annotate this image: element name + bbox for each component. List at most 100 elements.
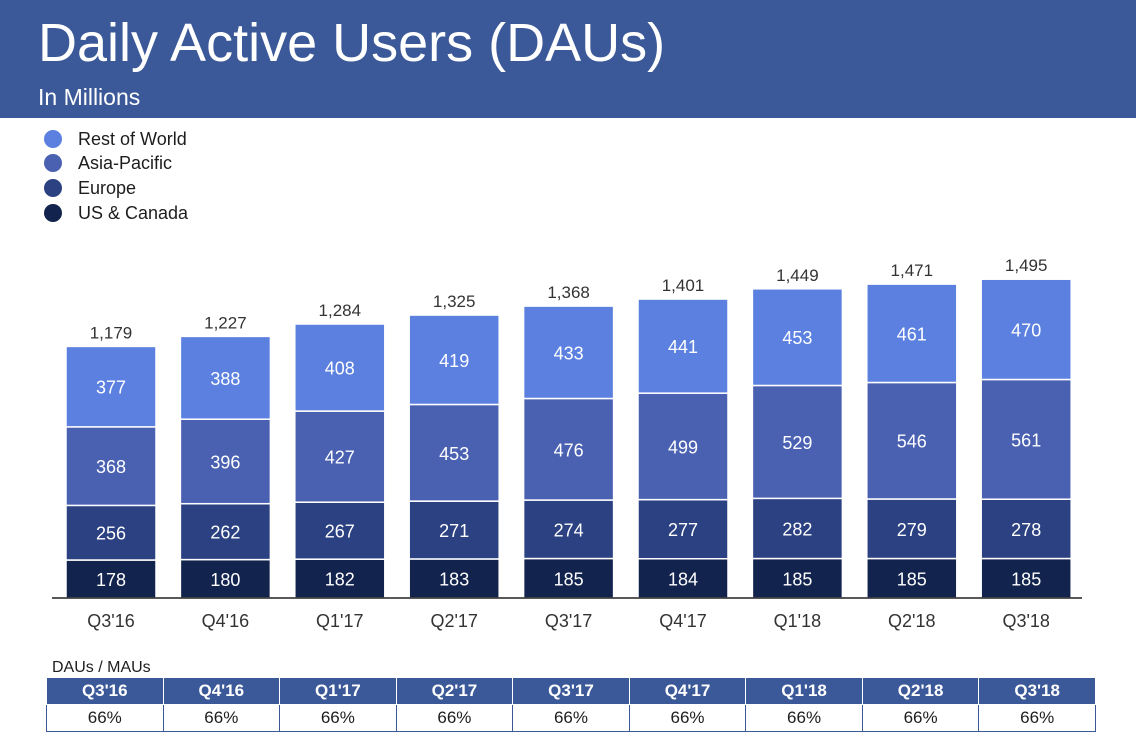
bar-segment-rest-of-world <box>751 288 844 387</box>
x-tick-label: Q2'18 <box>888 611 935 631</box>
ratio-col-header: Q3'16 <box>46 677 164 705</box>
segment-value-label: 388 <box>210 369 240 389</box>
segment-value-label: 546 <box>897 432 927 452</box>
bar-segment-asia-pacific <box>522 397 615 501</box>
ratio-value-cell: 66% <box>46 704 164 732</box>
bar-segment-asia-pacific <box>179 418 272 505</box>
ratio-table-values-row: 66% 66% 66% 66% 66% 66% 66% 66% 66% <box>46 704 1096 732</box>
segment-value-label: 178 <box>96 570 126 590</box>
ratio-col-header: Q3'17 <box>512 677 630 705</box>
segment-value-label: 396 <box>210 452 240 472</box>
legend-dot-asia-pacific <box>44 154 62 172</box>
x-tick-label: Q1'18 <box>774 611 821 631</box>
segment-value-label: 499 <box>668 437 698 457</box>
header-banner: Daily Active Users (DAUs) In Millions <box>0 0 1136 118</box>
ratio-value-cell: 66% <box>512 704 630 732</box>
segment-value-label: 476 <box>554 440 584 460</box>
ratio-value-cell: 66% <box>279 704 397 732</box>
x-tick-label: Q3'16 <box>87 611 134 631</box>
bar-segment-europe <box>408 500 500 560</box>
ratio-col-header: Q1'17 <box>279 677 397 705</box>
dau-mau-ratio-table: Q3'16 Q4'16 Q1'17 Q2'17 Q3'17 Q4'17 Q1'1… <box>46 677 1096 732</box>
legend-label-europe: Europe <box>78 178 137 198</box>
x-tick-label: Q4'17 <box>659 611 706 631</box>
ratio-value-cell: 66% <box>395 704 514 732</box>
bar-segment-europe <box>866 498 958 560</box>
segment-value-label: 277 <box>668 520 698 540</box>
x-tick-label: Q1'17 <box>316 611 363 631</box>
bar-segment-us-canada <box>637 557 729 599</box>
page-subtitle: In Millions <box>38 84 141 110</box>
bar-segment-rest-of-world <box>866 283 958 384</box>
segment-value-label: 185 <box>554 569 584 589</box>
x-tick-label: Q3'18 <box>1002 611 1049 631</box>
bar-segment-us-canada <box>751 557 844 599</box>
segment-value-label: 185 <box>897 569 927 589</box>
segment-value-label: 185 <box>782 569 812 589</box>
ratio-col-header: Q2'18 <box>861 677 980 705</box>
bar-segment-asia-pacific <box>751 384 844 500</box>
bar-total-label: 1,179 <box>90 323 133 342</box>
bar-segment-europe <box>637 498 729 560</box>
ratio-value-cell: 66% <box>745 704 863 732</box>
segment-value-label: 419 <box>439 351 469 371</box>
segment-value-label: 182 <box>325 570 355 590</box>
bar-segment-rest-of-world <box>408 314 500 406</box>
segment-value-label: 282 <box>782 519 812 539</box>
segment-value-label: 427 <box>325 448 355 468</box>
legend-label-us-canada: US & Canada <box>78 203 189 223</box>
bar-segment-rest-of-world <box>294 323 386 412</box>
ratio-col-header: Q2'17 <box>395 677 514 705</box>
bar-segment-rest-of-world <box>179 335 272 420</box>
legend-dot-rest-of-world <box>44 130 62 148</box>
legend-dot-us-canada <box>44 204 62 222</box>
bar-segment-asia-pacific <box>408 403 500 502</box>
segment-value-label: 453 <box>439 444 469 464</box>
bar-segment-europe <box>980 498 1072 560</box>
segment-value-label: 441 <box>668 337 698 357</box>
bar-total-label: 1,471 <box>891 261 934 280</box>
segment-value-label: 433 <box>554 343 584 363</box>
bar-total-label: 1,495 <box>1005 256 1048 275</box>
segment-value-label: 368 <box>96 457 126 477</box>
segment-value-label: 453 <box>782 328 812 348</box>
bar-total-label: 1,368 <box>547 283 590 302</box>
segment-value-label: 470 <box>1011 320 1041 340</box>
ratio-value-cell: 66% <box>978 704 1096 732</box>
bar-segment-us-canada <box>522 557 615 599</box>
ratio-col-header: Q4'16 <box>162 677 281 705</box>
legend-label-asia-pacific: Asia-Pacific <box>78 153 173 173</box>
bar-segment-europe <box>522 499 615 560</box>
segment-value-label: 180 <box>210 570 240 590</box>
bar-segment-rest-of-world <box>65 345 157 428</box>
bar-total-label: 1,284 <box>319 301 362 320</box>
segment-value-label: 461 <box>897 324 927 344</box>
x-tick-label: Q3'17 <box>545 611 592 631</box>
ratio-col-header: Q4'17 <box>628 677 747 705</box>
ratio-table-header-row: Q3'16 Q4'16 Q1'17 Q2'17 Q3'17 Q4'17 Q1'1… <box>46 677 1096 705</box>
x-tick-label: Q2'17 <box>430 611 477 631</box>
x-tick-label: Q4'16 <box>202 611 249 631</box>
segment-value-label: 408 <box>325 359 355 379</box>
stacked-bar-chart: 178 256 368 377 1,179 Q3'16 180 262 396 388 1,227 Q… <box>52 256 1082 631</box>
segment-value-label: 274 <box>554 520 584 540</box>
bar-segment-us-canada <box>980 557 1072 599</box>
segment-value-label: 262 <box>210 523 240 543</box>
bar-segment-asia-pacific <box>294 410 386 503</box>
bar-segment-asia-pacific <box>637 392 729 501</box>
bar-total-label: 1,227 <box>204 313 247 332</box>
ratio-value-cell: 66% <box>628 704 747 732</box>
segment-value-label: 256 <box>96 524 126 544</box>
ratio-value-cell: 66% <box>162 704 281 732</box>
page-title: Daily Active Users (DAUs) <box>38 13 666 73</box>
segment-value-label: 278 <box>1011 520 1041 540</box>
segment-value-label: 529 <box>782 433 812 453</box>
segment-value-label: 279 <box>897 520 927 540</box>
bar-total-label: 1,325 <box>433 292 476 311</box>
segment-value-label: 185 <box>1011 569 1041 589</box>
bar-segment-rest-of-world <box>637 298 729 394</box>
legend-dot-europe <box>44 179 62 197</box>
ratio-table-title: DAUs / MAUs <box>52 659 151 676</box>
segment-value-label: 271 <box>439 521 469 541</box>
segment-value-label: 267 <box>325 522 355 542</box>
